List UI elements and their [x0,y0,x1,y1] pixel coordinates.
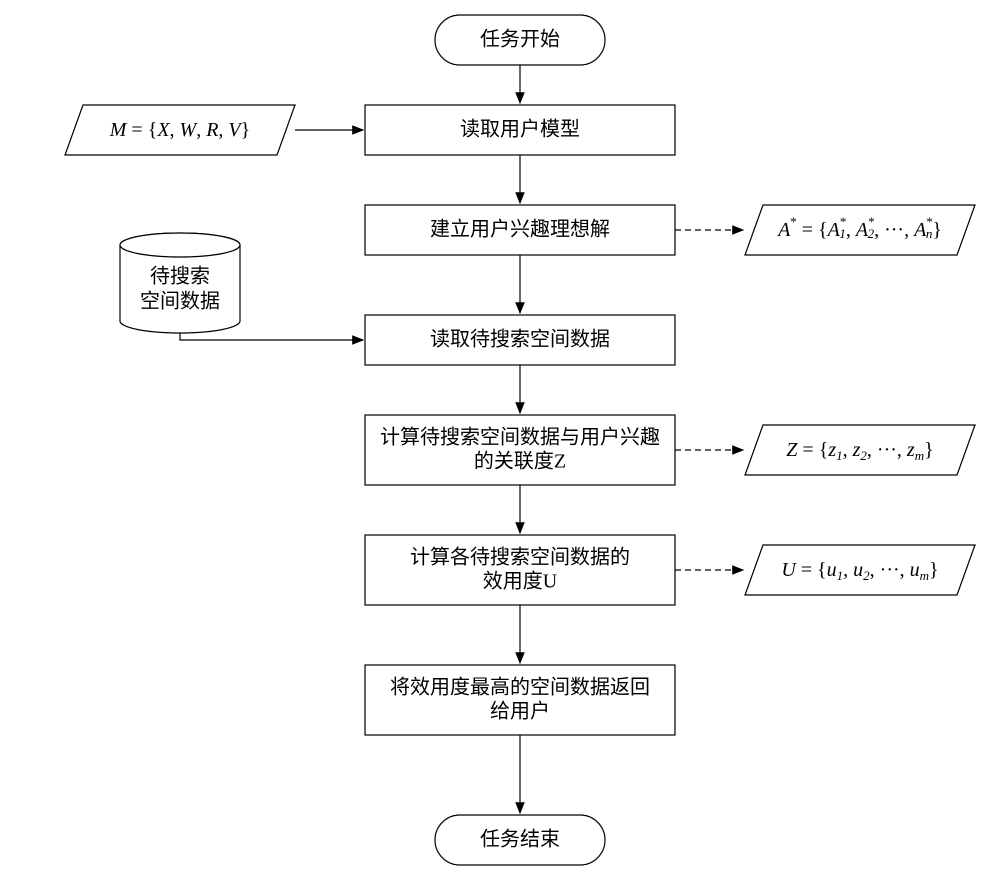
db-connector [180,333,363,340]
start-node-label: 任务开始 [480,28,560,51]
process-compute-u-line1: 计算各待搜索空间数据的 [410,546,630,569]
end-node-label: 任务结束 [480,828,560,851]
database-cylinder-line1: 待搜索 [150,265,210,288]
process-compute-z-line1: 计算待搜索空间数据与用户兴趣 [380,426,660,449]
flowchart-canvas: 任务开始读取用户模型建立用户兴趣理想解读取待搜索空间数据计算待搜索空间数据与用户… [0,0,1000,877]
input-m-label: M = {X, W, R, V} [109,119,251,141]
output-u-label: U = {u1, u2, ···, um} [781,559,938,583]
process-return-line2: 给用户 [490,700,550,723]
process-build-ideal-label: 建立用户兴趣理想解 [430,218,610,241]
output-a-label: A* = {A*1, A*2, ···, A*n} [776,214,942,241]
output-z-label: Z = {z1, z2, ···, zm} [786,439,933,463]
process-read-spatial-label: 读取待搜索空间数据 [430,328,610,351]
process-read-model-label: 读取用户模型 [460,118,580,141]
database-cylinder-line2: 空间数据 [140,290,220,313]
process-compute-u-line2: 效用度U [483,570,558,593]
process-return-line1: 将效用度最高的空间数据返回 [390,676,650,699]
process-compute-z-line2: 的关联度Z [474,450,566,473]
database-cylinder-top [120,233,240,257]
